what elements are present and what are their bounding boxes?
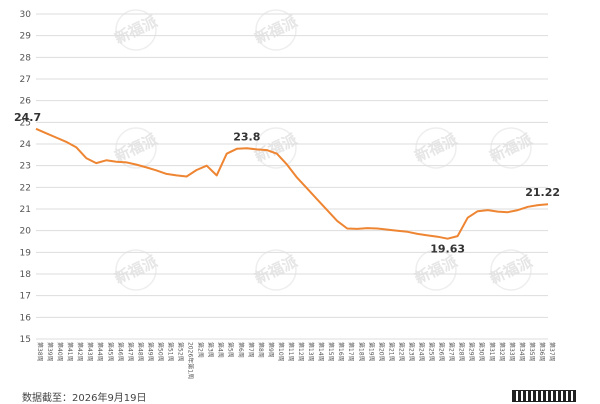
x-tick-label: 第19周 [367, 342, 375, 362]
x-tick-label: 第32周 [498, 342, 506, 362]
x-tick-label: 第40周 [56, 342, 64, 362]
x-tick-label: 第20周 [377, 342, 385, 362]
y-tick-label: 23 [20, 162, 31, 172]
x-tick-label: 第9周 [267, 342, 275, 358]
watermark-ring [490, 249, 532, 291]
x-tick-label: 第25周 [428, 342, 436, 362]
x-tick-label: 第47周 [126, 342, 134, 362]
x-tick-label: 第52周 [177, 342, 185, 362]
x-tick-label: 第34周 [518, 342, 526, 362]
x-tick-label: 第49周 [146, 342, 154, 362]
x-tick-label: 第27周 [448, 342, 456, 362]
x-tick-label: 第16周 [337, 342, 345, 362]
x-tick-label: 第50周 [156, 342, 164, 362]
y-tick-label: 27 [20, 75, 31, 85]
x-tick-label: 第21周 [387, 342, 395, 362]
x-tick-label: 第10周 [277, 342, 285, 362]
watermark-logo: 新福派 [412, 130, 461, 166]
watermark-logo: 新福派 [252, 252, 301, 288]
data-label: 19.63 [430, 243, 465, 256]
x-tick-label: 第12周 [297, 342, 305, 362]
y-tick-label: 29 [20, 32, 32, 42]
x-tick-label: 第5周 [227, 342, 235, 358]
data-label: 23.8 [233, 130, 260, 143]
watermark-ring [115, 127, 157, 169]
source-note: 数据截至：2026年9月19日 [22, 393, 147, 404]
x-tick-label: 第36周 [538, 342, 546, 362]
x-tick-label: 第35周 [528, 342, 536, 362]
x-tick-label: 第48周 [136, 342, 144, 362]
x-tick-label: 第51周 [167, 342, 175, 362]
x-tick-label: 第39周 [46, 342, 54, 362]
x-tick-label: 第15周 [327, 342, 335, 362]
x-tick-label: 第45周 [106, 342, 114, 362]
x-tick-label: 第30周 [478, 342, 486, 362]
y-tick-label: 28 [20, 53, 32, 63]
x-tick-label: 第11周 [287, 342, 295, 362]
y-tick-label: 22 [20, 183, 31, 193]
y-tick-label: 30 [20, 10, 32, 20]
y-tick-label: 17 [20, 292, 31, 302]
watermark-ring [115, 249, 157, 291]
watermark-ring [490, 127, 532, 169]
x-tick-label: 第14周 [317, 342, 325, 362]
x-tick-label: 第2周 [197, 342, 205, 358]
x-tick-label: 第37周 [548, 342, 556, 362]
data-label: 21.22 [525, 186, 560, 199]
x-tick-label: 第26周 [438, 342, 446, 362]
x-tick-label: 第8周 [257, 342, 265, 358]
x-tick-label: 第13周 [307, 342, 315, 362]
y-tick-label: 19 [20, 248, 32, 258]
watermark-ring [415, 127, 457, 169]
watermark-ring [415, 249, 457, 291]
x-tick-label: 第43周 [86, 342, 94, 362]
y-tick-label: 25 [20, 118, 31, 128]
x-tick-label: 第4周 [217, 342, 225, 358]
x-tick-label: 第17周 [347, 342, 355, 362]
x-tick-label: 2026年第1周 [187, 342, 195, 379]
x-tick-label: 第31周 [488, 342, 496, 362]
watermark-logo: 新福派 [112, 252, 161, 288]
watermark-ring [255, 127, 297, 169]
x-tick-label: 第41周 [66, 342, 74, 362]
x-tick-label: 第18周 [357, 342, 365, 362]
x-tick-label: 第28周 [458, 342, 466, 362]
watermark-logo: 新福派 [252, 12, 301, 48]
y-tick-label: 18 [20, 270, 32, 280]
qr-code-image [512, 390, 576, 402]
y-tick-label: 21 [20, 205, 31, 215]
x-tick-label: 第7周 [247, 342, 255, 358]
x-tick-label: 第24周 [417, 342, 425, 362]
watermark-ring [255, 9, 297, 51]
watermark-ring [255, 249, 297, 291]
x-tick-label: 第22周 [397, 342, 405, 362]
data-label: 24.7 [14, 111, 41, 124]
x-tick-label: 第3周 [207, 342, 215, 358]
y-tick-label: 24 [20, 140, 32, 150]
watermark-logo: 新福派 [112, 130, 161, 166]
watermark-logo: 新福派 [487, 130, 536, 166]
watermark-logo: 新福派 [112, 12, 161, 48]
watermark-logo: 新福派 [412, 252, 461, 288]
x-tick-label: 第46周 [116, 342, 124, 362]
x-tick-label: 第33周 [508, 342, 516, 362]
y-tick-label: 20 [20, 227, 32, 237]
x-tick-label: 第23周 [407, 342, 415, 362]
x-tick-label: 第29周 [468, 342, 476, 362]
series-line [35, 127, 549, 240]
watermark-ring [115, 9, 157, 51]
x-tick-label: 第38周 [36, 342, 44, 362]
y-tick-label: 16 [20, 313, 32, 323]
x-tick-label: 第42周 [76, 342, 84, 362]
y-tick-label: 26 [20, 97, 32, 107]
y-tick-label: 15 [20, 335, 31, 345]
x-tick-label: 第44周 [96, 342, 104, 362]
watermark-logo: 新福派 [487, 252, 536, 288]
x-tick-label: 第6周 [237, 342, 245, 358]
